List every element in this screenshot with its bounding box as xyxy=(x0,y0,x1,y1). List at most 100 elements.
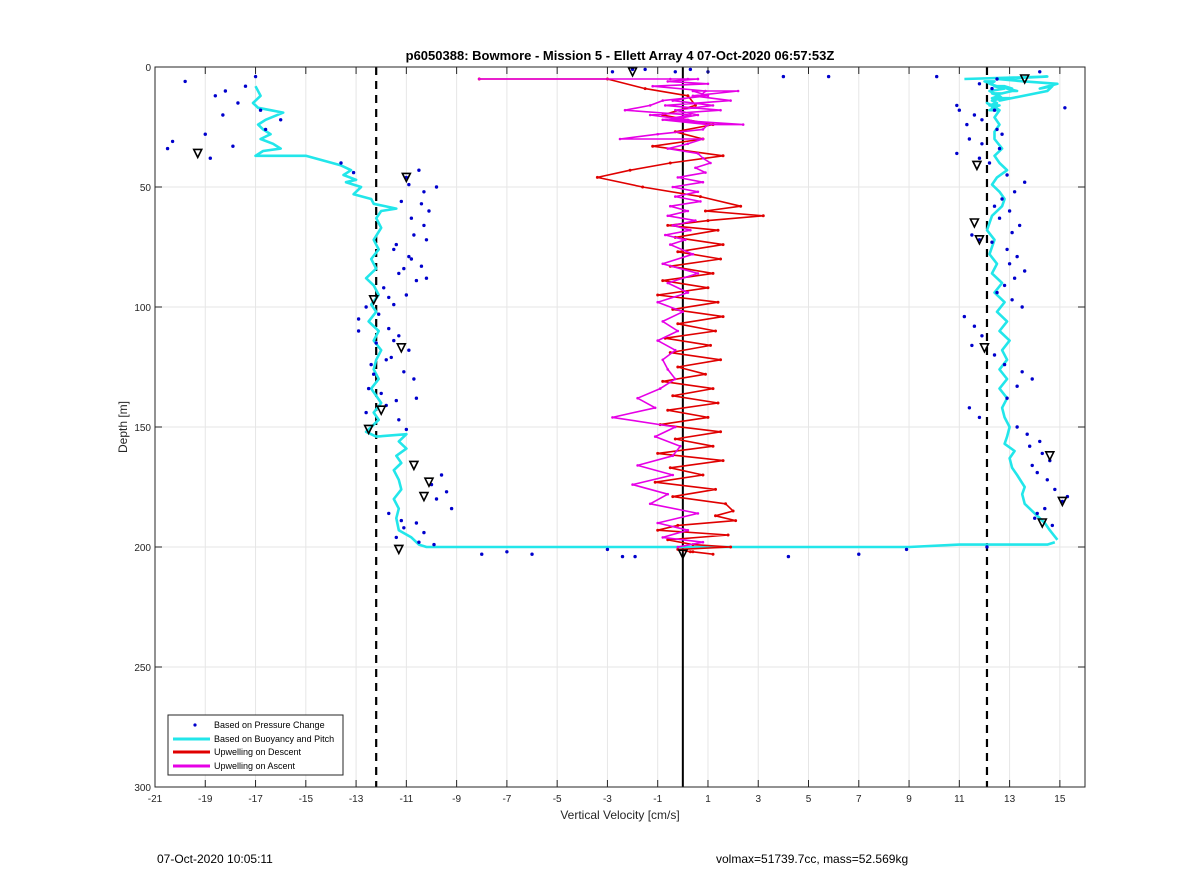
descent-point-49 xyxy=(719,430,723,434)
turn-marker-18 xyxy=(1057,496,1068,508)
turn-marker-16 xyxy=(979,342,990,354)
descent-point-51 xyxy=(711,444,715,448)
descent-point-42 xyxy=(661,379,665,383)
ascent-point-9 xyxy=(671,473,675,477)
descent-point-31 xyxy=(716,300,720,304)
footer-timestamp: 07-Oct-2020 10:05:11 xyxy=(157,852,273,866)
legend-item-buoyancy: Based on Buoyancy and Pitch xyxy=(173,734,334,744)
turn-marker-19 xyxy=(1036,518,1048,529)
ascent-point-2 xyxy=(661,536,665,539)
buoyancy-line-segment-1 xyxy=(964,75,1059,541)
turn-marker-1 xyxy=(401,172,412,184)
legend-item-descent: Upwelling on Descent xyxy=(173,747,302,757)
ascent-point-79 xyxy=(711,104,715,107)
turn-marker-12 xyxy=(1019,74,1030,85)
ascent-point-35 xyxy=(663,233,667,237)
pressure-point-73 xyxy=(387,511,391,516)
ascent-point-0 xyxy=(676,545,680,549)
pressure-point-129 xyxy=(1020,305,1024,309)
ascent-point-69 xyxy=(729,99,732,102)
ascent-point-46 xyxy=(701,180,705,184)
descent-point-33 xyxy=(721,315,725,319)
pressure-point-159 xyxy=(977,82,982,86)
descent-point-15 xyxy=(698,195,702,199)
buoyancy-line-segment-0 xyxy=(251,85,1056,549)
pressure-point-120 xyxy=(990,240,994,244)
pressure-point-45 xyxy=(369,362,373,367)
x-axis-label: Vertical Velocity [cm/s] xyxy=(560,808,679,822)
legend-label-pressure: Based on Pressure Change xyxy=(214,720,325,730)
pressure-point-111 xyxy=(1012,190,1017,194)
turn-marker-15 xyxy=(974,235,985,246)
y-tick-label-3: 150 xyxy=(134,423,151,434)
x-tick-label-0: -21 xyxy=(148,794,163,805)
descent-point-13 xyxy=(595,175,599,179)
ascent-point-40 xyxy=(686,209,690,213)
pressure-point-47 xyxy=(412,377,416,381)
descent-point-41 xyxy=(703,372,707,376)
ascent-point-51 xyxy=(701,156,705,160)
descent-point-72 xyxy=(711,552,715,556)
pressure-point-19 xyxy=(407,182,411,187)
ascent-point-28 xyxy=(686,291,690,294)
pressure-point-27 xyxy=(412,233,416,237)
pressure-point-116 xyxy=(1017,223,1022,228)
x-tick-label-5: -11 xyxy=(399,794,413,805)
chart-title: p6050388: Bowmore - Mission 5 - Ellett A… xyxy=(406,48,835,63)
ascent-point-60 xyxy=(661,118,665,122)
x-tick-label-15: 9 xyxy=(906,794,912,805)
pressure-point-67 xyxy=(444,490,449,494)
pressure-point-43 xyxy=(407,348,411,352)
y-tick-label-4: 200 xyxy=(134,543,151,554)
descent-point-21 xyxy=(716,228,720,232)
x-tick-label-13: 5 xyxy=(806,794,812,805)
pressure-point-143 xyxy=(1025,432,1029,436)
pressure-point-158 xyxy=(995,77,999,81)
ascent-point-53 xyxy=(666,147,670,150)
pressure-point-50 xyxy=(394,398,398,403)
y-tick-label-6: 300 xyxy=(134,783,151,794)
ascent-point-45 xyxy=(671,185,675,189)
ascent-point-76 xyxy=(668,118,672,122)
pressure-point-151 xyxy=(1053,487,1057,492)
turn-marker-4 xyxy=(375,405,387,416)
pressure-point-140 xyxy=(967,406,972,410)
pressure-point-122 xyxy=(1015,254,1019,259)
series-layer xyxy=(165,67,1070,560)
pressure-point-113 xyxy=(992,204,997,208)
pressure-point-25 xyxy=(409,216,414,220)
legend: Based on Pressure Change Based on Buoyan… xyxy=(167,714,344,776)
ascent-point-74 xyxy=(706,123,710,126)
ascent-point-67 xyxy=(736,89,740,93)
pressure-point-72 xyxy=(399,518,404,523)
ascent-point-83 xyxy=(651,84,654,88)
ascent-point-66 xyxy=(691,89,695,93)
descent-point-56 xyxy=(653,480,657,484)
ascent-point-62 xyxy=(623,108,627,112)
x-tick-label-18: 15 xyxy=(1054,794,1066,805)
turn-marker-14 xyxy=(969,218,980,229)
pressure-point-16 xyxy=(351,170,356,175)
pressure-point-12 xyxy=(263,127,268,132)
pressure-point-79 xyxy=(633,554,637,559)
pressure-point-114 xyxy=(1007,209,1012,213)
pressure-point-132 xyxy=(980,334,984,338)
descent-point-17 xyxy=(703,209,707,213)
legend-label-buoyancy: Based on Buoyancy and Pitch xyxy=(214,734,334,744)
pressure-point-33 xyxy=(414,278,419,283)
ascent-point-88 xyxy=(668,77,672,81)
pressure-point-9 xyxy=(165,146,170,151)
pressure-point-146 xyxy=(1040,451,1044,456)
pressure-point-121 xyxy=(1005,247,1009,252)
descent-point-10 xyxy=(721,154,725,158)
descent-point-46 xyxy=(666,408,670,412)
ascent-point-19 xyxy=(673,377,677,381)
pressure-point-68 xyxy=(434,497,439,501)
ascent-point-70 xyxy=(663,104,667,107)
descent-point-16 xyxy=(739,204,743,208)
pressure-point-130 xyxy=(962,314,967,319)
pressure-point-87 xyxy=(610,70,615,74)
ascent-point-84 xyxy=(706,82,710,86)
x-tick-label-11: 1 xyxy=(705,794,711,805)
